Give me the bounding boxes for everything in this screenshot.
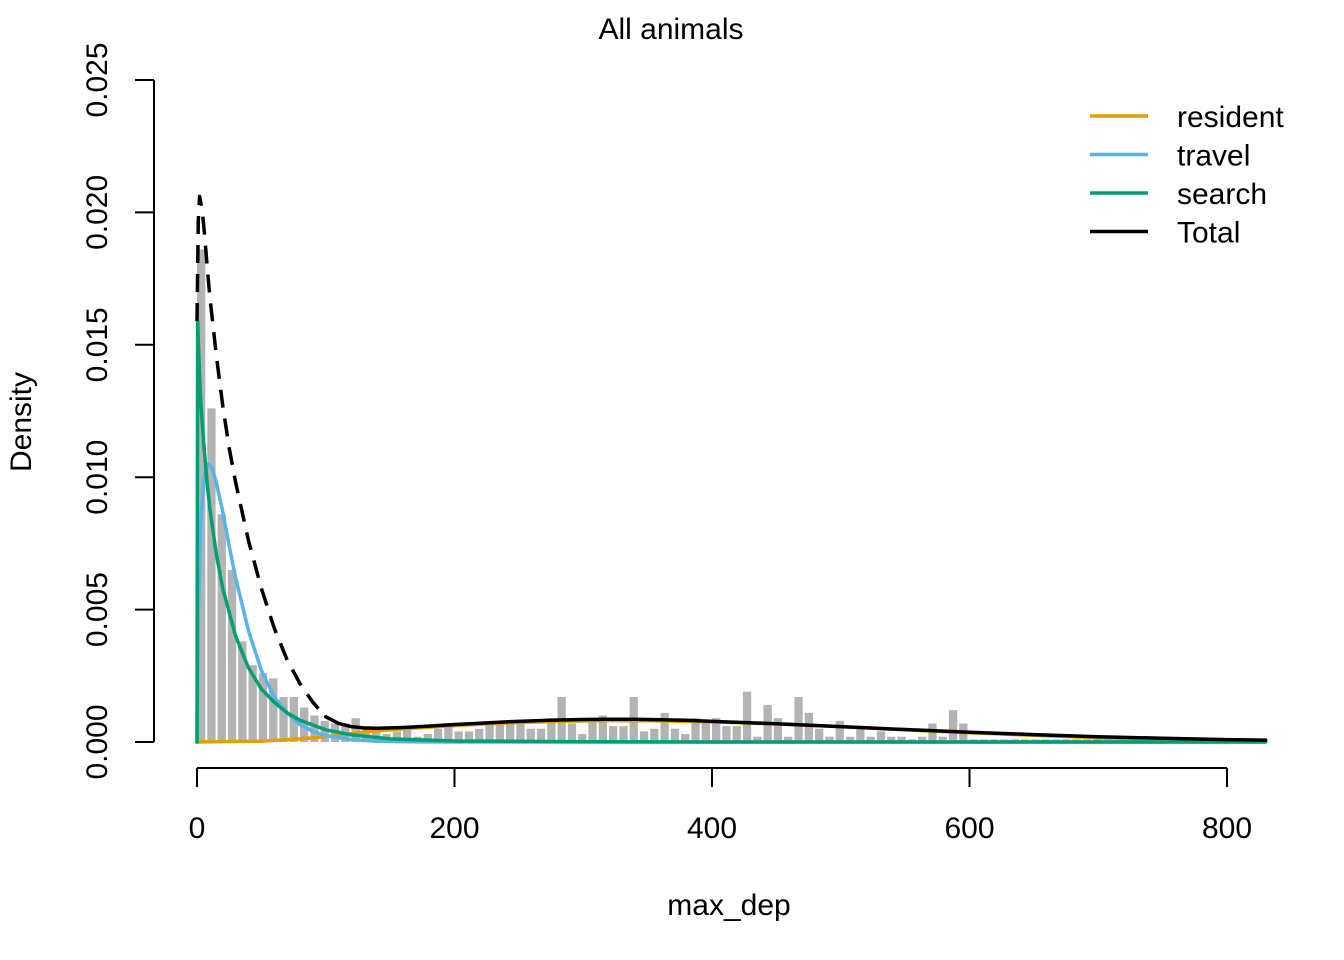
histogram-bar — [938, 736, 947, 742]
histogram-bar — [269, 678, 278, 742]
histogram-bar — [536, 728, 546, 742]
histogram-bar — [578, 734, 587, 742]
histogram-bar — [856, 726, 865, 742]
histogram-bar — [567, 723, 577, 742]
histogram-bar — [732, 726, 741, 742]
histogram-bar — [598, 715, 607, 742]
histogram-bar — [753, 736, 762, 742]
histogram-bar — [547, 718, 556, 742]
density-curves — [195, 194, 1268, 744]
curve-search — [195, 319, 1268, 744]
curve-total-dashed — [195, 194, 328, 718]
histogram-bar — [866, 736, 875, 742]
histogram-bar — [712, 718, 721, 742]
histogram-bar — [784, 736, 793, 742]
histogram-bar — [794, 696, 803, 742]
legend-label-resident: resident — [1177, 101, 1284, 134]
histogram-bar — [403, 728, 412, 742]
histogram-bar — [845, 736, 855, 742]
y-tick-label: 0.005 — [81, 572, 114, 647]
histogram-bar — [650, 728, 659, 742]
histogram-bar — [258, 673, 268, 742]
curve-total — [324, 715, 1268, 742]
histogram-bar — [804, 712, 813, 742]
histogram-bar — [351, 718, 360, 742]
legend-label-search: search — [1177, 178, 1267, 211]
histogram-bar — [238, 641, 247, 742]
histogram-bar — [742, 691, 752, 742]
histogram-bar — [320, 720, 329, 742]
histogram-bar — [691, 718, 700, 742]
histogram-bar — [279, 696, 288, 742]
legend-label-travel: travel — [1177, 140, 1250, 173]
histogram-bar — [506, 723, 515, 742]
x-tick-label: 400 — [687, 812, 737, 845]
x-axis: 0 200 400 600 800 — [189, 767, 1252, 845]
histogram-bar — [248, 665, 257, 742]
histogram-bar — [660, 712, 669, 742]
histogram-bar — [475, 728, 484, 742]
histogram-bars — [197, 249, 1122, 742]
histogram-bar — [464, 731, 474, 742]
y-tick-label: 0.015 — [81, 307, 114, 382]
y-tick-label: 0.000 — [81, 704, 114, 779]
x-axis-label: max_dep — [667, 889, 790, 922]
histogram-bar — [392, 731, 401, 742]
histogram-bar — [454, 731, 463, 742]
histogram-bar — [670, 728, 680, 742]
histogram-bar — [773, 718, 783, 742]
histogram-bar — [444, 726, 453, 742]
histogram-bar — [588, 718, 597, 742]
histogram-bar — [835, 720, 844, 742]
histogram-bar — [681, 734, 690, 742]
histogram-bar — [825, 736, 834, 742]
y-tick-label: 0.010 — [81, 440, 114, 515]
x-tick-label: 200 — [429, 812, 479, 845]
x-tick-label: 600 — [944, 812, 994, 845]
legend-label-total: Total — [1177, 217, 1240, 250]
histogram-bar — [815, 728, 824, 742]
histogram-bar — [609, 726, 618, 742]
y-axis: 0.000 0.005 0.010 0.015 0.020 0.025 — [81, 42, 155, 780]
x-tick-label: 0 — [189, 812, 206, 845]
x-tick-label: 800 — [1202, 812, 1252, 845]
curve-travel — [195, 462, 1268, 744]
histogram-bar — [372, 728, 381, 742]
histogram-bar — [897, 736, 906, 742]
histogram-bar — [722, 726, 731, 742]
histogram-bar — [948, 710, 958, 742]
histogram-bar — [918, 736, 927, 742]
histogram-bar — [876, 731, 886, 742]
histogram-bar — [526, 728, 535, 742]
legend: resident travel search Total — [1090, 101, 1284, 250]
histogram-bar — [207, 408, 216, 742]
histogram-bar — [516, 723, 525, 742]
histogram-bar — [485, 723, 494, 742]
histogram-bar — [310, 715, 319, 742]
histogram-bar — [361, 726, 371, 742]
histogram-bar — [495, 723, 504, 742]
y-tick-label: 0.020 — [81, 175, 114, 250]
histogram-bar — [433, 728, 443, 742]
histogram-bar — [423, 734, 432, 742]
histogram-bar — [217, 514, 226, 742]
histogram-bar — [619, 726, 628, 742]
y-axis-label: Density — [5, 372, 38, 472]
y-tick-label: 0.025 — [81, 42, 114, 117]
histogram-bar — [227, 569, 237, 742]
histogram-bar — [639, 731, 649, 742]
histogram-bar — [701, 720, 710, 742]
chart-title: All animals — [598, 13, 743, 46]
histogram-bar — [887, 736, 896, 742]
